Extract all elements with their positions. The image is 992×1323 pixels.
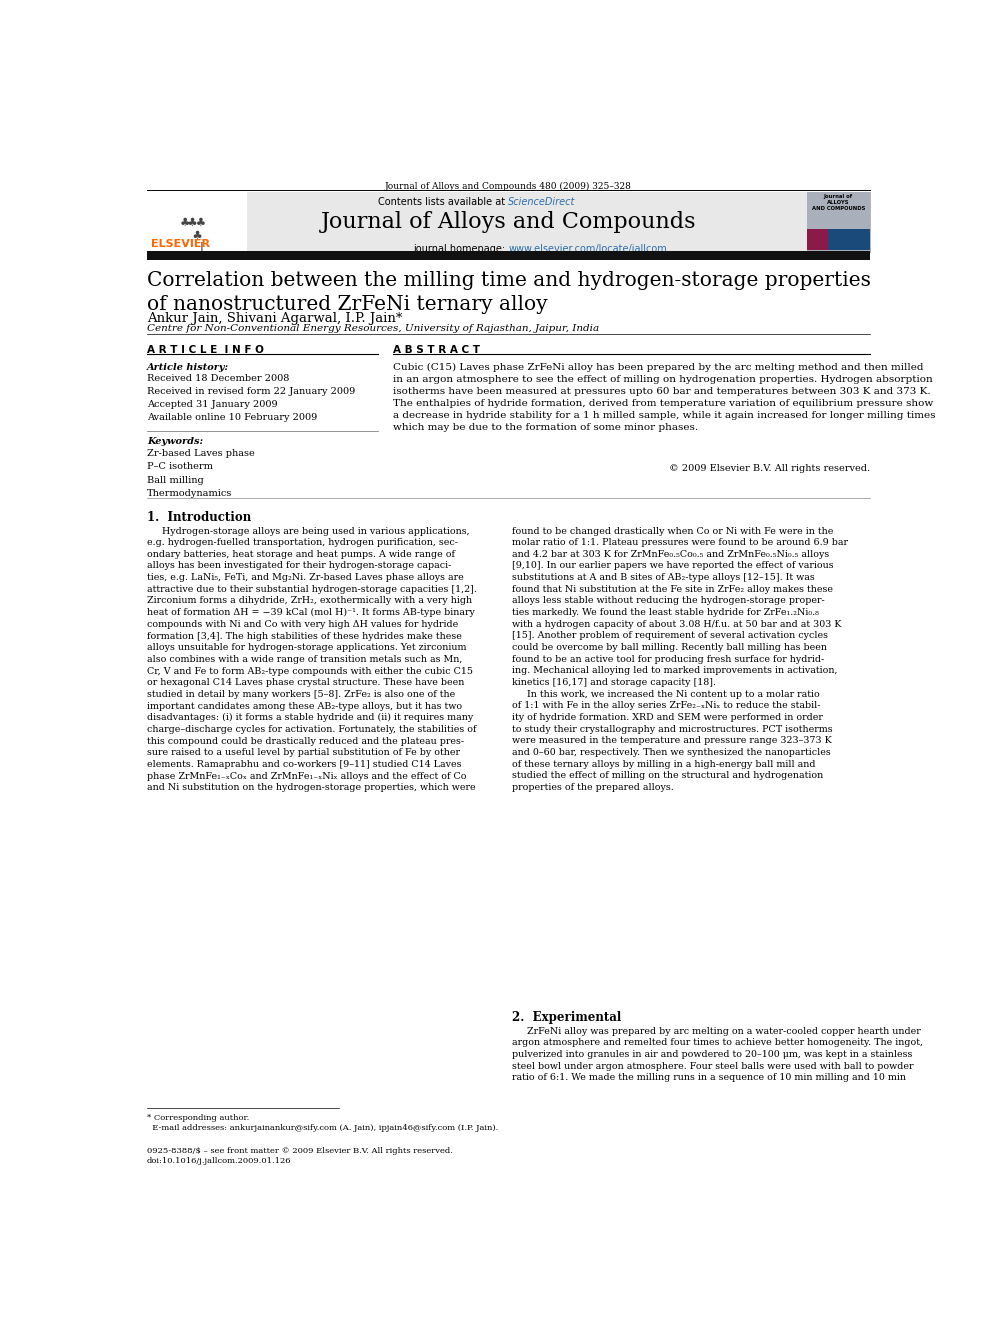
Text: www.elsevier.com/locate/jallcom: www.elsevier.com/locate/jallcom [509,245,668,254]
Text: ELSEVIER: ELSEVIER [151,239,210,250]
Text: Thermodynamics: Thermodynamics [147,488,232,497]
Text: ♣♣♣
 ♣
  |: ♣♣♣ ♣ | [181,216,205,257]
Text: Zr-based Laves phase: Zr-based Laves phase [147,448,255,458]
Text: © 2009 Elsevier B.V. All rights reserved.: © 2009 Elsevier B.V. All rights reserved… [669,464,870,474]
Text: Ball milling: Ball milling [147,475,203,484]
Text: A B S T R A C T: A B S T R A C T [393,345,480,355]
Text: 0925-8388/$ – see front matter © 2009 Elsevier B.V. All rights reserved.: 0925-8388/$ – see front matter © 2009 El… [147,1147,453,1155]
Text: E-mail addresses: ankurjainankur@sify.com (A. Jain), ipjain46@sify.com (I.P. Jai: E-mail addresses: ankurjainankur@sify.co… [147,1125,498,1132]
FancyBboxPatch shape [147,192,247,253]
Text: Article history:: Article history: [147,363,229,372]
Text: P–C isotherm: P–C isotherm [147,462,213,471]
FancyBboxPatch shape [147,251,870,259]
Text: 2.  Experimental: 2. Experimental [512,1011,622,1024]
Text: doi:10.1016/j.jallcom.2009.01.126: doi:10.1016/j.jallcom.2009.01.126 [147,1158,292,1166]
Text: Contents lists available at: Contents lists available at [378,197,509,208]
Text: Received in revised form 22 January 2009: Received in revised form 22 January 2009 [147,386,355,396]
Text: A R T I C L E  I N F O: A R T I C L E I N F O [147,345,264,355]
FancyBboxPatch shape [806,229,828,250]
FancyBboxPatch shape [828,229,870,250]
Text: Accepted 31 January 2009: Accepted 31 January 2009 [147,400,278,409]
Text: Available online 10 February 2009: Available online 10 February 2009 [147,413,317,422]
Text: Ankur Jain, Shivani Agarwal, I.P. Jain*: Ankur Jain, Shivani Agarwal, I.P. Jain* [147,312,403,324]
FancyBboxPatch shape [806,192,870,230]
Text: Received 18 December 2008: Received 18 December 2008 [147,373,290,382]
Text: * Corresponding author.: * Corresponding author. [147,1114,249,1122]
Text: journal homepage:: journal homepage: [413,245,509,254]
Text: Journal of
ALLOYS
AND COMPOUNDS: Journal of ALLOYS AND COMPOUNDS [811,194,865,210]
Text: Cubic (C15) Laves phase ZrFeNi alloy has been prepared by the arc melting method: Cubic (C15) Laves phase ZrFeNi alloy has… [393,363,935,433]
Text: Centre for Non-Conventional Energy Resources, University of Rajasthan, Jaipur, I: Centre for Non-Conventional Energy Resou… [147,324,599,333]
Text: 1.  Introduction: 1. Introduction [147,511,251,524]
Text: found to be changed drastically when Co or Ni with Fe were in the
molar ratio of: found to be changed drastically when Co … [512,527,848,792]
Text: ZrFeNi alloy was prepared by arc melting on a water-cooled copper hearth under
a: ZrFeNi alloy was prepared by arc melting… [512,1027,924,1082]
Text: Journal of Alloys and Compounds: Journal of Alloys and Compounds [320,210,696,233]
FancyBboxPatch shape [147,192,870,253]
Text: Correlation between the milling time and hydrogen-storage properties
of nanostru: Correlation between the milling time and… [147,271,871,314]
FancyBboxPatch shape [806,192,870,253]
Text: Keywords:: Keywords: [147,437,203,446]
Text: Hydrogen-storage alloys are being used in various applications,
e.g. hydrogen-fu: Hydrogen-storage alloys are being used i… [147,527,477,792]
Text: ScienceDirect: ScienceDirect [509,197,575,208]
Text: Journal of Alloys and Compounds 480 (2009) 325–328: Journal of Alloys and Compounds 480 (200… [385,183,632,192]
